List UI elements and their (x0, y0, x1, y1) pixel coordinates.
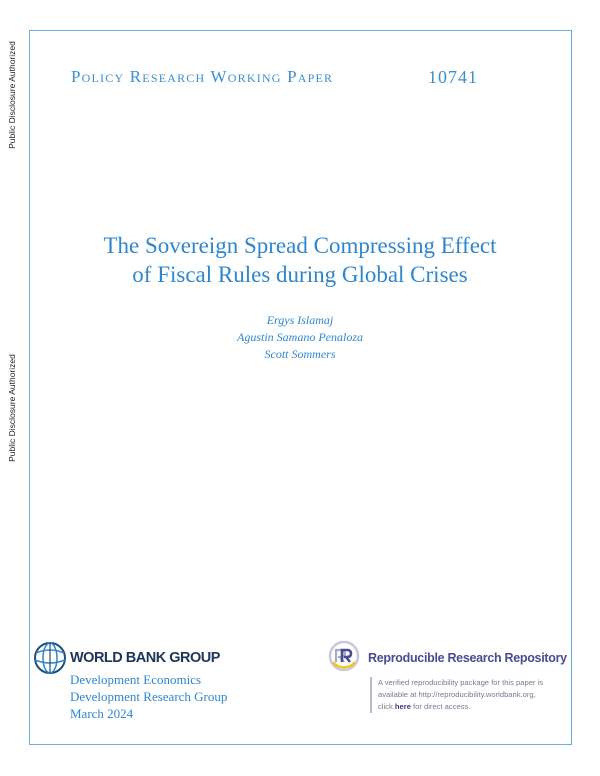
cover-frame (29, 30, 572, 745)
world-bank-globe-icon (34, 642, 66, 674)
group: Development Research Group (70, 689, 228, 704)
publisher-name: WORLD BANK GROUP (70, 650, 220, 666)
note-line: A verified reproducibility package for t… (378, 678, 544, 687)
rrr-logo-icon (328, 640, 360, 672)
publisher-info: Development Economics Development Resear… (70, 671, 227, 722)
department: Development Economics (70, 672, 202, 687)
paper-number: 10741 (428, 67, 478, 87)
series-title: Policy Research Working Paper (71, 67, 334, 86)
date: March 2024 (70, 706, 134, 721)
title-line: of Fiscal Rules during Global Crises (132, 262, 468, 287)
note-text: for direct access. (410, 702, 471, 711)
title-line: The Sovereign Spread Compressing Effect (103, 233, 497, 258)
note-line: click here for direct access. (378, 701, 543, 713)
disclosure-label: Public Disclosure Authorized (7, 354, 17, 462)
paper-title: The Sovereign Spread Compressing Effect … (0, 231, 600, 289)
author: Agustin Samano Penaloza (237, 330, 363, 344)
repository-note: A verified reproducibility package for t… (370, 677, 543, 713)
authors: Ergys Islamaj Agustin Samano Penaloza Sc… (0, 312, 600, 363)
repository-name: Reproducible Research Repository (368, 651, 567, 665)
here-link[interactable]: here (394, 702, 411, 711)
note-line: available at http://reproducibility.worl… (378, 690, 536, 699)
note-text: click (378, 702, 395, 711)
author: Ergys Islamaj (266, 313, 334, 327)
author: Scott Sommers (264, 347, 336, 361)
disclosure-label: Public Disclosure Authorized (7, 41, 17, 149)
